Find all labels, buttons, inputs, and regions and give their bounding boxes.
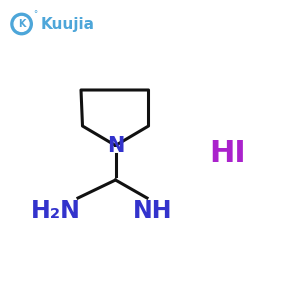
- Circle shape: [14, 16, 29, 32]
- Text: HI: HI: [210, 139, 246, 167]
- Text: N: N: [107, 136, 124, 155]
- Text: K: K: [18, 19, 25, 29]
- Text: °: °: [33, 11, 38, 20]
- Text: H₂N: H₂N: [31, 200, 80, 224]
- Text: NH: NH: [133, 200, 173, 224]
- Text: Kuujia: Kuujia: [40, 16, 94, 32]
- Circle shape: [10, 13, 33, 35]
